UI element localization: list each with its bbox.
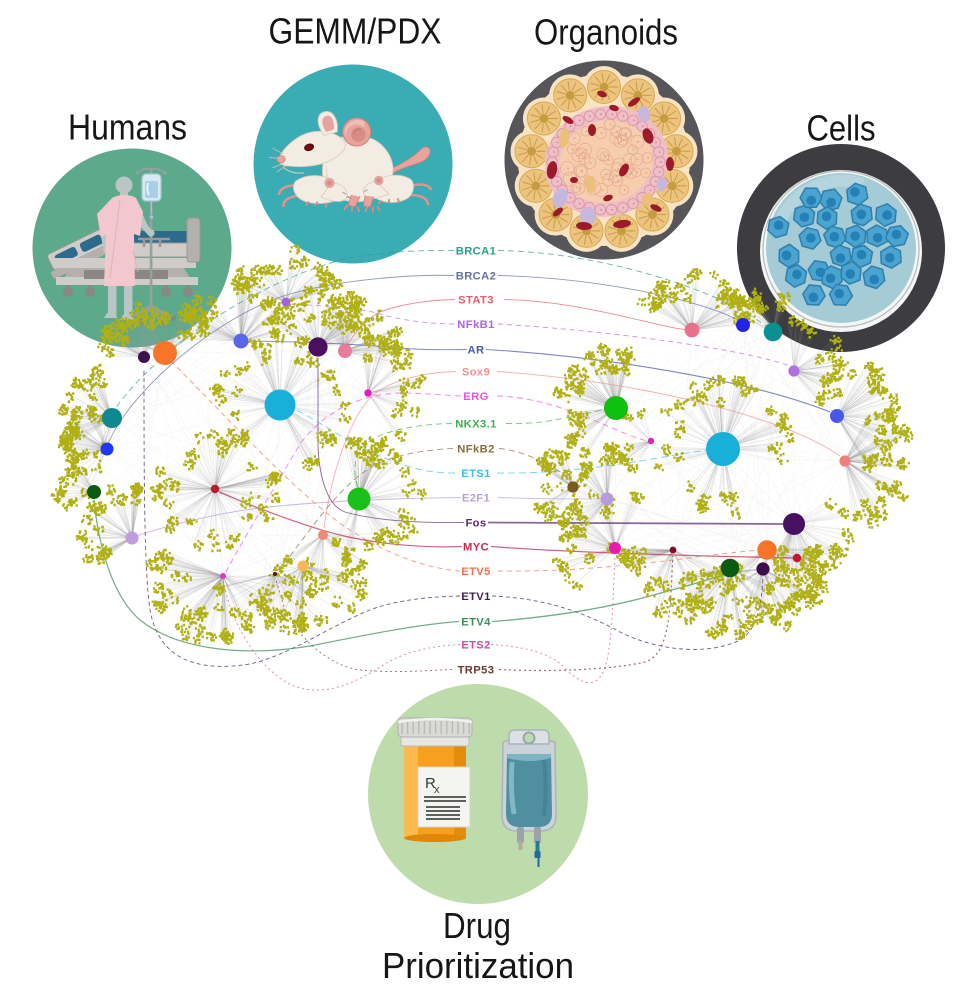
svg-text:x: x — [434, 784, 440, 796]
svg-text:Humans: Humans — [68, 107, 187, 148]
svg-text:Drug: Drug — [443, 905, 511, 946]
svg-text:Fos: Fos — [465, 517, 486, 529]
svg-text:Prioritization: Prioritization — [382, 945, 574, 986]
svg-text:E2F1: E2F1 — [462, 492, 490, 504]
svg-text:NKX3.1: NKX3.1 — [455, 418, 497, 430]
svg-text:Organoids: Organoids — [534, 12, 678, 53]
svg-text:NFkB1: NFkB1 — [457, 319, 494, 331]
svg-text:ETV4: ETV4 — [461, 616, 491, 628]
svg-text:ERG: ERG — [463, 391, 488, 403]
svg-text:TRP53: TRP53 — [458, 664, 495, 676]
svg-text:MYC: MYC — [463, 541, 489, 553]
svg-text:Sox9: Sox9 — [462, 366, 490, 378]
svg-text:ETV5: ETV5 — [461, 566, 491, 578]
svg-text:GEMM/PDX: GEMM/PDX — [269, 11, 442, 52]
svg-text:Cells: Cells — [807, 108, 876, 149]
svg-text:ETS2: ETS2 — [461, 639, 491, 651]
svg-text:AR: AR — [468, 344, 485, 356]
svg-text:BRCA1: BRCA1 — [456, 245, 497, 257]
svg-text:STAT3: STAT3 — [458, 294, 494, 306]
svg-text:BRCA2: BRCA2 — [456, 270, 497, 282]
svg-text:ETS1: ETS1 — [461, 468, 491, 480]
svg-text:ETV1: ETV1 — [461, 591, 491, 603]
svg-text:NFkB2: NFkB2 — [457, 443, 494, 455]
svg-text:R: R — [425, 775, 436, 792]
